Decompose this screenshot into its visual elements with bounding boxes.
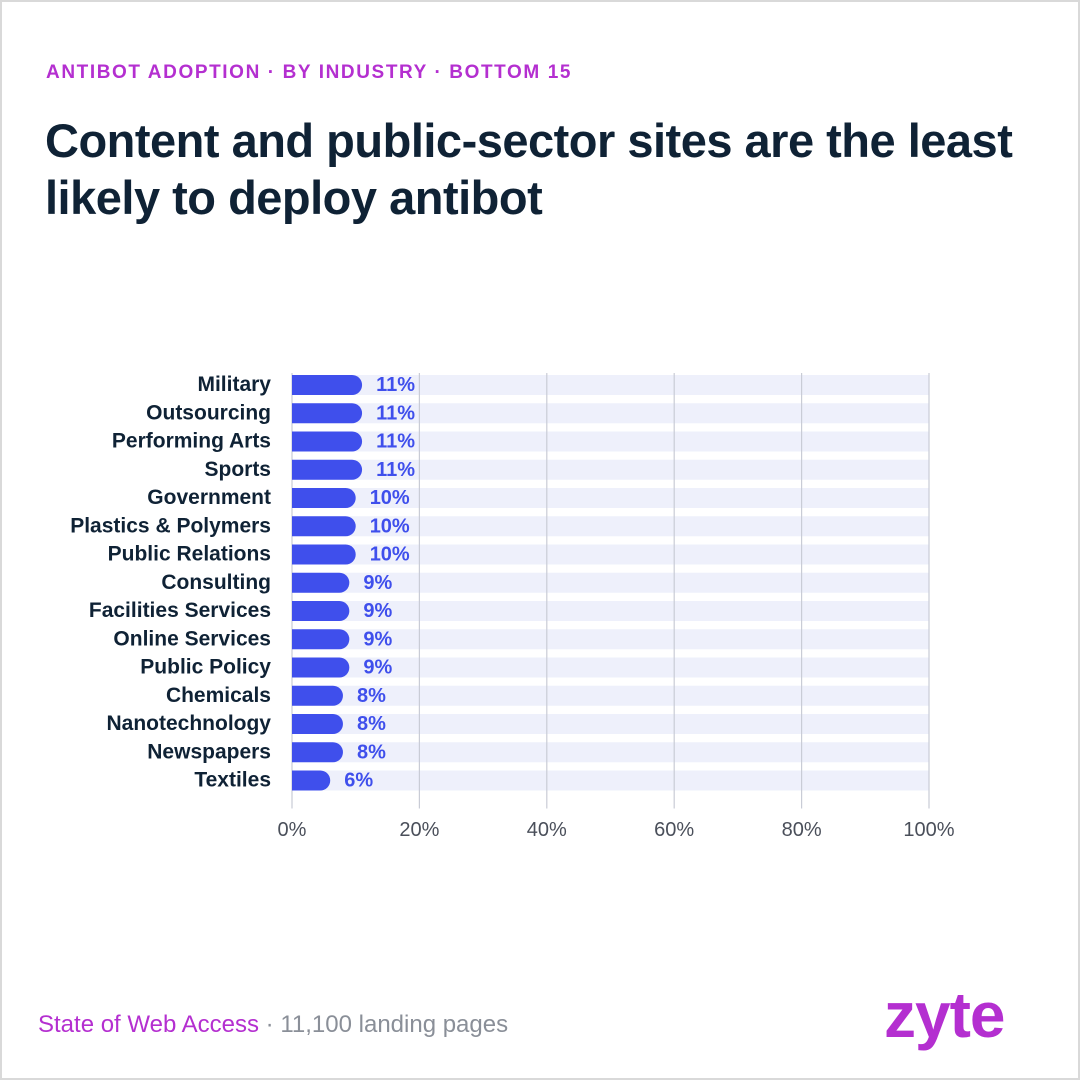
bar-track [292, 544, 929, 565]
category-label: Military [197, 373, 271, 396]
bar-track [292, 459, 929, 480]
bar-track [292, 403, 929, 424]
value-label: 11% [376, 402, 415, 424]
bar [292, 657, 350, 678]
category-label: Government [147, 486, 271, 509]
bar [292, 459, 363, 480]
bar-track [292, 572, 929, 593]
bar-track [292, 714, 929, 734]
value-label: 10% [370, 487, 410, 509]
chart-headline: Content and public-sector sites are the … [45, 114, 1013, 224]
bar-track [292, 657, 929, 678]
bar [292, 488, 356, 508]
bar [292, 601, 350, 621]
bar [292, 629, 350, 650]
bar [292, 403, 363, 424]
value-label: 8% [357, 713, 386, 735]
tick-label: 40% [527, 819, 567, 841]
bar-track [292, 516, 929, 537]
bar-track [292, 375, 929, 395]
bar-track [292, 488, 929, 508]
footer: State of Web Access · 11,100 landing pag… [38, 1011, 508, 1039]
category-label: Public Relations [108, 543, 271, 566]
bar-track [292, 601, 929, 621]
tick-label: 60% [654, 819, 694, 841]
value-label: 9% [363, 600, 392, 622]
category-label: Newspapers [147, 740, 271, 763]
bar [292, 742, 343, 763]
value-label: 9% [363, 628, 392, 650]
bar-track [292, 431, 929, 452]
bar [292, 544, 356, 565]
tick-label: 0% [278, 819, 307, 841]
bar-track [292, 685, 929, 706]
tick-label: 100% [903, 819, 954, 841]
value-label: 8% [357, 685, 386, 707]
value-label: 9% [363, 572, 392, 594]
category-label: Online Services [113, 627, 271, 650]
value-label: 11% [376, 459, 415, 481]
value-label: 6% [344, 770, 373, 792]
category-label: Consulting [161, 571, 271, 594]
bar-track [292, 629, 929, 650]
footer-source: State of Web Access [38, 1011, 260, 1038]
value-label: 10% [370, 544, 410, 566]
category-label: Public Policy [140, 656, 271, 679]
value-label: 10% [370, 515, 410, 537]
category-label: Outsourcing [146, 401, 271, 424]
tick-label: 20% [399, 819, 439, 841]
tick-label: 80% [782, 819, 822, 841]
category-label: Plastics & Polymers [70, 514, 271, 537]
category-label: Facilities Services [89, 599, 271, 622]
bar [292, 516, 356, 537]
category-label: Chemicals [166, 684, 271, 707]
footer-separator: · [259, 1011, 281, 1038]
value-label: 11% [376, 374, 415, 396]
bar [292, 714, 343, 734]
chart-kicker: ANTIBOT ADOPTION · BY INDUSTRY · BOTTOM … [46, 62, 573, 83]
zyte-logo: zyte [884, 979, 1005, 1051]
value-label: 8% [357, 741, 386, 763]
bar [292, 375, 363, 395]
bar [292, 770, 331, 791]
bar [292, 431, 363, 452]
category-label: Nanotechnology [106, 712, 271, 735]
bar-track [292, 770, 929, 791]
value-label: 11% [376, 431, 415, 453]
value-label: 9% [363, 657, 392, 679]
category-label: Sports [204, 458, 271, 481]
bar-track [292, 742, 929, 763]
footer-note: 11,100 landing pages [280, 1011, 509, 1038]
category-label: Textiles [194, 769, 271, 792]
bar [292, 572, 350, 593]
bar [292, 685, 343, 706]
category-label: Performing Arts [112, 430, 271, 453]
